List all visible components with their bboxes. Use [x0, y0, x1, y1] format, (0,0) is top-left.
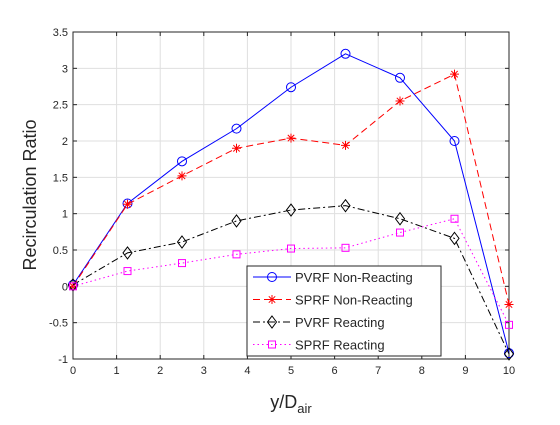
data-point-marker: [176, 235, 188, 249]
data-point-marker: [340, 198, 351, 213]
data-point-marker: [340, 48, 351, 59]
data-point-marker: [177, 156, 187, 167]
y-tick-label: 2: [62, 136, 68, 148]
y-axis-label: Recirculation Ratio: [20, 119, 40, 270]
data-point-marker: [286, 133, 296, 143]
data-point-marker: [178, 259, 186, 268]
data-point-marker: [232, 143, 241, 153]
x-tick-label: 10: [503, 365, 515, 377]
data-point-marker: [449, 231, 460, 246]
data-point-marker: [285, 203, 297, 217]
data-point-marker: [69, 282, 77, 291]
series-layer: [67, 48, 515, 361]
data-point-marker: [341, 140, 350, 150]
data-point-marker: [231, 123, 242, 134]
x-tick-label: 2: [157, 365, 163, 377]
legend-marker: [266, 315, 278, 329]
legend-entry-label: PVRF Non-Reacting: [295, 270, 413, 285]
x-tick-label: 6: [332, 365, 338, 377]
series-line: [72, 218, 510, 326]
y-tick-label: -0.5: [49, 318, 68, 330]
data-point-marker: [123, 199, 132, 209]
x-tick-label: 7: [375, 365, 381, 377]
data-point-marker: [394, 211, 406, 226]
data-point-marker: [231, 214, 242, 228]
y-tick-label: 0: [62, 281, 68, 293]
x-axis-label-subscript: air: [297, 401, 312, 416]
data-point-marker: [505, 320, 513, 329]
data-point-marker: [395, 96, 405, 106]
data-point-marker: [503, 347, 515, 361]
y-tick-label: 2.5: [53, 100, 68, 112]
data-point-marker: [504, 300, 514, 309]
data-point-marker: [287, 244, 295, 253]
data-point-marker: [123, 267, 132, 276]
legend-entry-label: SPRF Reacting: [295, 338, 385, 353]
x-axis-label: y/Dair: [270, 392, 312, 416]
x-tick-label: 0: [70, 365, 76, 377]
legend-marker: [267, 272, 277, 282]
x-tick-label: 9: [462, 365, 468, 377]
y-tick-label: 0.5: [53, 245, 68, 257]
legend-marker: [268, 340, 276, 349]
x-axis-label-base: y/D: [270, 392, 297, 412]
x-tick-label: 5: [288, 365, 294, 377]
data-point-marker: [450, 214, 459, 223]
data-point-marker: [395, 72, 405, 83]
x-tick-label: 3: [201, 365, 207, 377]
y-tick-label: 3.5: [53, 27, 68, 39]
legend-entry-label: SPRF Non-Reacting: [295, 293, 413, 308]
legend-marker: [267, 295, 277, 304]
data-point-marker: [396, 228, 404, 237]
x-tick-label: 4: [244, 365, 250, 377]
y-tick-label: 3: [62, 63, 68, 75]
axes: 0 1 2 3 4 5 6 7 8 9 10 -1 -0.5 0 0.5 1 1.5 2 2.5 3 3.5: [49, 27, 515, 377]
data-point-marker: [286, 82, 296, 93]
legend-entry-label: PVRF Reacting: [295, 315, 385, 330]
legend-box: [246, 265, 442, 357]
data-point-marker: [177, 171, 187, 181]
series-line: [72, 205, 510, 355]
x-tick-label: 1: [114, 365, 120, 377]
data-point-marker: [122, 246, 133, 260]
data-point-marker: [341, 243, 350, 252]
series-square-group: [69, 214, 513, 329]
x-tick-label: 8: [419, 365, 425, 377]
y-tick-label: -1: [58, 354, 68, 366]
y-tick-label: 1: [62, 209, 68, 221]
data-point-marker: [450, 69, 459, 79]
series-line: [72, 53, 510, 354]
data-point-marker: [232, 250, 241, 259]
data-point-marker: [449, 136, 460, 146]
y-tick-label: 1.5: [53, 172, 68, 184]
legend: PVRF Non-Reacting SPRF Non-Reacting PVRF R…: [246, 265, 442, 357]
